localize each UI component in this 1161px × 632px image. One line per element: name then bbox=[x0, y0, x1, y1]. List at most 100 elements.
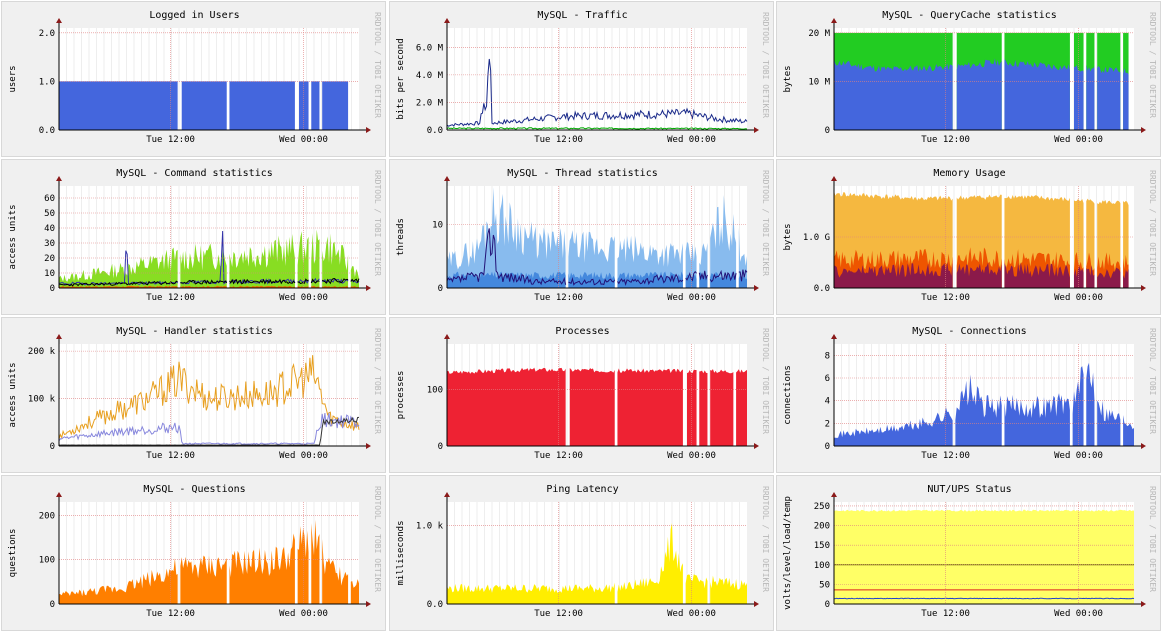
series-users bbox=[322, 81, 349, 130]
x-tick-label: Wed 00:00 bbox=[667, 135, 716, 145]
series-questions bbox=[297, 526, 309, 604]
series-connected bbox=[447, 271, 566, 288]
y-tick-label: 0 bbox=[438, 442, 443, 452]
y-tick-label: 100 bbox=[427, 385, 443, 395]
series-select bbox=[322, 233, 349, 288]
series-connected bbox=[617, 271, 683, 288]
chart-mysql-traffic: MySQL - Traffic RRDTOOL / TOBI OETIKER bit… bbox=[396, 10, 770, 145]
series-used bbox=[956, 262, 1002, 288]
watermark-label: RRDTOOL / TOBI OETIKER bbox=[761, 486, 770, 592]
y-tick-label: 10 M bbox=[808, 77, 830, 87]
y-tick-label: 6.0 M bbox=[416, 43, 444, 53]
x-tick-label: Tue 12:00 bbox=[146, 135, 195, 145]
chart-processes: Processes RRDTOOL / TOBI OETIKER processes… bbox=[396, 326, 770, 461]
series-used bbox=[1097, 267, 1121, 288]
x-tick-label: Wed 00:00 bbox=[1054, 293, 1103, 303]
chart-ping-latency: Ping Latency RRDTOOL / TOBI OETIKER millis… bbox=[396, 484, 770, 619]
watermark-label: RRDTOOL / TOBI OETIKER bbox=[373, 170, 382, 276]
x-tick-label: Wed 00:00 bbox=[279, 293, 328, 303]
chart-mysql-connections: MySQL - Connections RRDTOOL / TOBI OETIKE… bbox=[783, 326, 1157, 461]
y-tick-label: 2.0 M bbox=[416, 98, 444, 108]
y-tick-label: 100 bbox=[814, 561, 830, 571]
series-users bbox=[59, 81, 178, 130]
y-tick-label: 4 bbox=[825, 397, 830, 407]
y-tick-label: 20 M bbox=[808, 29, 830, 39]
watermark-label: RRDTOOL / TOBI OETIKER bbox=[761, 12, 770, 118]
watermark-label: RRDTOOL / TOBI OETIKER bbox=[1148, 12, 1157, 118]
series-processes bbox=[710, 369, 734, 446]
y-tick-label: 1.0 bbox=[39, 77, 55, 87]
y-tick-label: 0.0 bbox=[39, 126, 55, 136]
chart-title: Logged in Users bbox=[149, 10, 239, 21]
y-axis-label: volts/level/load/temp bbox=[783, 496, 793, 610]
chart-mysql-command: MySQL - Command statistics RRDTOOL / TOBI… bbox=[8, 168, 382, 303]
y-axis-label: questions bbox=[8, 529, 18, 578]
x-tick-label: Wed 00:00 bbox=[279, 609, 328, 619]
y-tick-label: 40 bbox=[44, 224, 55, 234]
y-tick-label: 0 bbox=[50, 600, 55, 610]
y-axis-arrow bbox=[444, 18, 450, 23]
watermark-label: RRDTOOL / TOBI OETIKER bbox=[1148, 328, 1157, 434]
y-tick-label: 0 bbox=[50, 284, 55, 294]
series-in bbox=[446, 127, 748, 130]
y-axis-arrow bbox=[56, 176, 62, 181]
series-free bbox=[1004, 58, 1070, 130]
series-queries bbox=[180, 279, 228, 285]
chart-title: MySQL - Connections bbox=[912, 326, 1026, 337]
y-tick-label: 20 bbox=[44, 254, 55, 264]
y-tick-label: 10 bbox=[44, 269, 55, 279]
y-tick-label: 2.0 bbox=[39, 29, 55, 39]
series-used bbox=[1074, 266, 1084, 288]
y-tick-label: 0 bbox=[825, 600, 830, 610]
y-tick-label: 50 bbox=[44, 209, 55, 219]
series-load bbox=[833, 597, 1135, 600]
x-tick-label: Wed 00:00 bbox=[279, 451, 328, 461]
y-tick-label: 8 bbox=[825, 351, 830, 361]
y-tick-label: 0 bbox=[825, 126, 830, 136]
chart-panel-mysql-traffic: MySQL - Traffic RRDTOOL / TOBI OETIKER bit… bbox=[389, 1, 774, 157]
y-tick-label: 2 bbox=[825, 419, 830, 429]
chart-mysql-thread: MySQL - Thread statistics RRDTOOL / TOBI … bbox=[396, 168, 770, 303]
series-select bbox=[229, 233, 295, 288]
series-free bbox=[956, 58, 1002, 130]
y-tick-label: 200 k bbox=[28, 347, 56, 357]
series-voltage bbox=[834, 509, 1134, 604]
series-queries bbox=[229, 278, 296, 285]
series-insert bbox=[229, 285, 295, 288]
watermark-label: RRDTOOL / TOBI OETIKER bbox=[373, 486, 382, 592]
y-tick-label: 100 bbox=[39, 556, 55, 566]
y-axis-arrow bbox=[56, 334, 62, 339]
x-axis-arrow bbox=[1141, 127, 1146, 133]
y-tick-label: 0 bbox=[50, 442, 55, 452]
x-tick-label: Tue 12:00 bbox=[921, 451, 970, 461]
chart-title: Memory Usage bbox=[933, 168, 1005, 179]
chart-title: NUT/UPS Status bbox=[927, 484, 1011, 495]
chart-title: Ping Latency bbox=[546, 484, 618, 495]
series-queries bbox=[297, 278, 309, 284]
watermark-label: RRDTOOL / TOBI OETIKER bbox=[373, 12, 382, 118]
series-queries bbox=[321, 277, 349, 285]
y-tick-label: 150 bbox=[814, 541, 830, 551]
x-tick-label: Tue 12:00 bbox=[921, 135, 970, 145]
series-users bbox=[299, 81, 309, 130]
series-select bbox=[297, 231, 309, 288]
x-axis-arrow bbox=[366, 127, 371, 133]
chart-title: MySQL - Handler statistics bbox=[116, 326, 273, 337]
chart-panel-nut-ups: NUT/UPS Status RRDTOOL / TOBI OETIKER volt… bbox=[776, 475, 1161, 631]
chart-title: Processes bbox=[555, 326, 609, 337]
series-running bbox=[617, 273, 684, 286]
series-read_rnd_next bbox=[58, 355, 360, 440]
series-running bbox=[709, 269, 737, 283]
y-tick-label: 6 bbox=[825, 374, 830, 384]
chart-panel-processes: Processes RRDTOOL / TOBI OETIKER processes… bbox=[389, 317, 774, 473]
series-running bbox=[738, 269, 748, 282]
chart-panel-logged-in-users: Logged in Users RRDTOOL / TOBI OETIKER use… bbox=[1, 1, 386, 157]
chart-mysql-handler: MySQL - Handler statistics RRDTOOL / TOBI… bbox=[8, 326, 382, 461]
chart-mysql-questions: MySQL - Questions RRDTOOL / TOBI OETIKER q… bbox=[8, 484, 382, 619]
chart-panel-ping-latency: Ping Latency RRDTOOL / TOBI OETIKER millis… bbox=[389, 475, 774, 631]
series-read_next bbox=[58, 412, 360, 445]
y-axis-arrow bbox=[444, 176, 450, 181]
x-tick-label: Tue 12:00 bbox=[146, 451, 195, 461]
y-axis-label: milliseconds bbox=[396, 520, 406, 585]
series-insert bbox=[311, 285, 320, 288]
